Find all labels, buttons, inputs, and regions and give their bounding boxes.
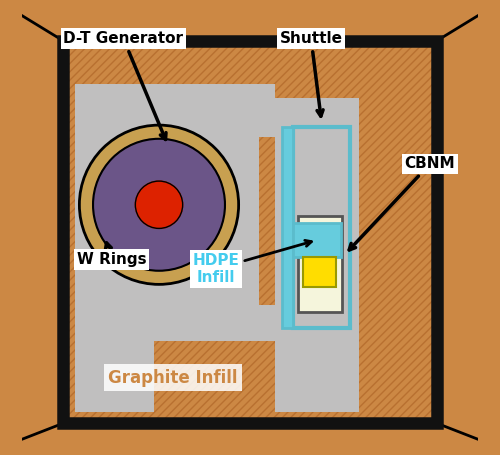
Text: Shuttle: Shuttle (280, 31, 342, 116)
Bar (64, 41, 436, 423)
Bar (64, 41, 436, 423)
Bar (282, 127, 293, 328)
Circle shape (80, 125, 238, 284)
Text: HDPE
Infill: HDPE Infill (192, 240, 312, 285)
Bar (230, 134, 259, 341)
Bar (75, 305, 275, 341)
Bar (275, 98, 359, 412)
Bar (64, 41, 436, 423)
Bar (298, 216, 343, 312)
Bar (102, 134, 232, 305)
Circle shape (136, 181, 182, 228)
Text: CBNM: CBNM (349, 157, 456, 250)
Bar (75, 339, 154, 412)
Bar (293, 127, 350, 328)
Bar (75, 134, 104, 341)
Bar (75, 84, 275, 136)
Text: D-T Generator: D-T Generator (64, 31, 184, 139)
Bar (303, 257, 336, 287)
Bar (293, 223, 341, 257)
Text: W Rings: W Rings (77, 243, 146, 267)
Text: Graphite Infill: Graphite Infill (108, 369, 238, 387)
Circle shape (93, 139, 225, 271)
